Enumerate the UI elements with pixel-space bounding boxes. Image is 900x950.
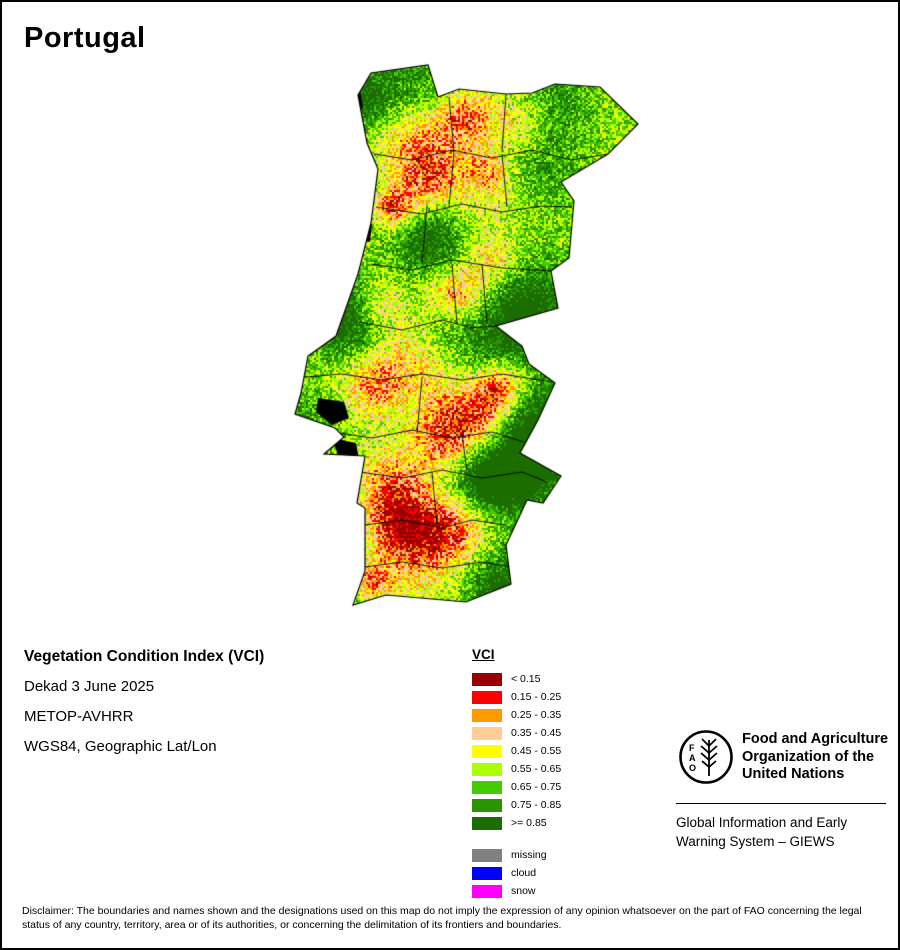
disclaimer-text: Disclaimer: The boundaries and names sho… <box>22 905 862 931</box>
legend-row: cloud <box>472 864 561 882</box>
legend-swatch <box>472 672 502 686</box>
info-projection: WGS84, Geographic Lat/Lon <box>24 738 217 755</box>
giews-label: Global Information and Early Warning Sys… <box>676 815 848 849</box>
legend-label: 0.25 - 0.35 <box>511 709 562 721</box>
fao-logo-letters: F A O <box>689 743 696 773</box>
legend-row: >= 0.85 <box>472 814 561 832</box>
info-dekad: Dekad 3 June 2025 <box>24 678 155 695</box>
fao-logo: F A O <box>679 730 733 784</box>
legend-swatch <box>472 708 502 722</box>
info-product-title: Vegetation Condition Index (VCI) <box>24 648 265 665</box>
legend-row: 0.45 - 0.55 <box>472 742 561 760</box>
page-title: Portugal <box>24 22 146 54</box>
fao-logo-wheat <box>700 738 718 776</box>
legend-swatch <box>472 690 502 704</box>
legend-swatch <box>472 816 502 830</box>
vci-legend: VCI < 0.15 0.15 - 0.25 0.25 - 0.35 0.35 - 0… <box>472 647 561 900</box>
legend-swatch <box>472 726 502 740</box>
fao-logo-circle <box>679 730 733 784</box>
legend-label: < 0.15 <box>511 673 541 685</box>
svg-text:A: A <box>689 753 696 763</box>
legend-swatch <box>472 798 502 812</box>
legend-swatch <box>472 866 502 880</box>
legend-row: 0.25 - 0.35 <box>472 706 561 724</box>
legend-label: 0.55 - 0.65 <box>511 763 562 775</box>
svg-text:F: F <box>689 743 695 753</box>
legend-label: 0.15 - 0.25 <box>511 691 562 703</box>
legend-row: 0.75 - 0.85 <box>472 796 561 814</box>
legend-row: 0.65 - 0.75 <box>472 778 561 796</box>
legend-label: >= 0.85 <box>511 817 547 829</box>
legend-swatch <box>472 884 502 898</box>
legend-title: VCI <box>472 647 495 662</box>
legend-row: snow <box>472 882 561 900</box>
legend-label: 0.75 - 0.85 <box>511 799 562 811</box>
svg-text:O: O <box>689 763 696 773</box>
map-info-block: Vegetation Condition Index (VCI) Dekad 3… <box>24 648 264 768</box>
legend-row: 0.35 - 0.45 <box>472 724 561 742</box>
legend-swatch <box>472 848 502 862</box>
legend-label: missing <box>511 849 547 861</box>
portugal-vci-map-canvas <box>268 52 660 618</box>
legend-extras: missing cloud snow <box>472 846 561 900</box>
legend-swatch <box>472 744 502 758</box>
legend-label: cloud <box>511 867 537 879</box>
legend-row: missing <box>472 846 561 864</box>
info-sensor: METOP-AVHRR <box>24 708 134 725</box>
legend-swatch <box>472 762 502 776</box>
legend-classes: < 0.15 0.15 - 0.25 0.25 - 0.35 0.35 - 0.45 0… <box>472 670 561 832</box>
legend-label: 0.65 - 0.75 <box>511 781 562 793</box>
legend-row: < 0.15 <box>472 670 561 688</box>
footer-divider <box>676 803 886 804</box>
legend-swatch <box>472 780 502 794</box>
legend-label: snow <box>511 885 536 897</box>
legend-label: 0.35 - 0.45 <box>511 727 562 739</box>
legend-row: 0.55 - 0.65 <box>472 760 561 778</box>
fao-organization-name: Food and Agriculture Organization of the… <box>742 731 889 782</box>
legend-row: 0.15 - 0.25 <box>472 688 561 706</box>
legend-label: 0.45 - 0.55 <box>511 745 562 757</box>
